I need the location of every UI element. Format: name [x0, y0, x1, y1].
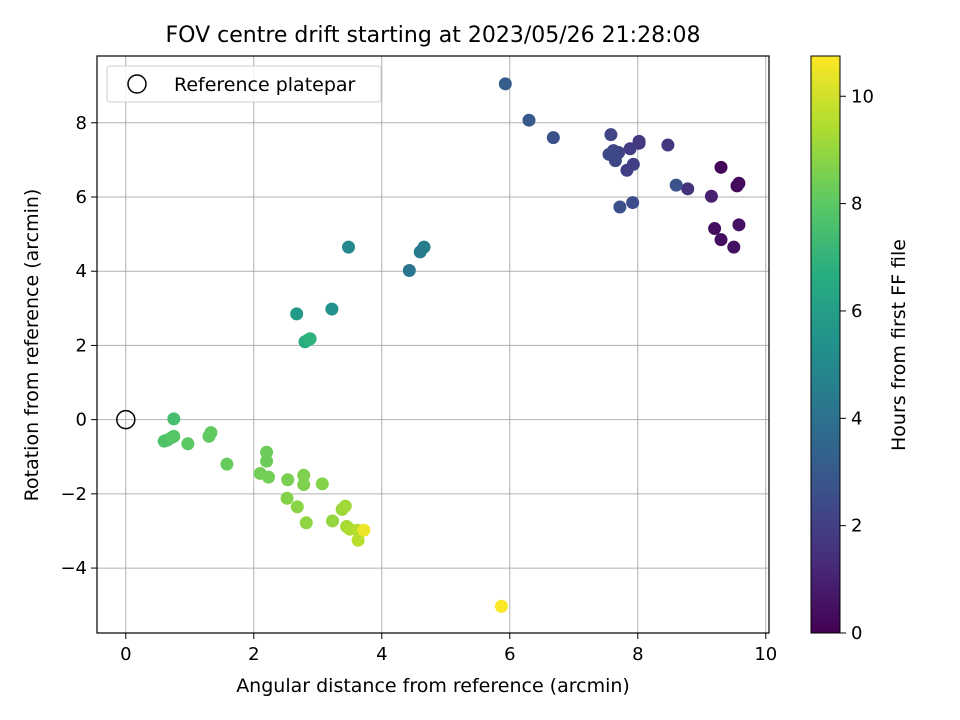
y-tick-label: 8 — [76, 113, 87, 134]
reference-platepar-marker — [116, 409, 136, 430]
scatter-point — [338, 499, 352, 513]
scatter-point — [260, 454, 274, 468]
scatter-point — [299, 516, 313, 530]
scatter-point — [325, 302, 339, 316]
colorbar-ticks: 0 2 4 6 8 10 — [840, 86, 874, 644]
scatter-point — [342, 240, 356, 254]
scatter-point — [714, 160, 728, 174]
scatter-point — [732, 176, 746, 190]
y-axis-label: Rotation from reference (arcmin) — [21, 189, 43, 502]
scatter-point — [498, 77, 512, 91]
scatter-point — [220, 457, 234, 471]
x-tick-label: 4 — [376, 644, 387, 665]
x-axis-label: Angular distance from reference (arcmin) — [236, 675, 630, 697]
scatter-point — [714, 233, 728, 247]
y-tick-label: 4 — [76, 261, 87, 282]
scatter-point — [732, 218, 746, 232]
scatter-point — [326, 514, 340, 528]
scatter-point — [315, 477, 329, 491]
scatter-point — [290, 500, 304, 514]
scatter-point — [297, 478, 311, 492]
scatter-point — [417, 240, 431, 254]
scatter-point — [727, 240, 741, 254]
scatter-point — [626, 196, 640, 210]
scatter-point — [546, 131, 560, 145]
legend-label: Reference platepar — [174, 74, 356, 96]
x-tick-label: 0 — [120, 644, 131, 665]
chart-title: FOV centre drift starting at 2023/05/26 … — [166, 23, 701, 48]
colorbar-tick-label: 10 — [851, 86, 874, 107]
scatter-point — [669, 178, 683, 192]
scatter-point — [351, 533, 365, 547]
scatter-point — [708, 222, 722, 236]
colorbar: 0 2 4 6 8 10 Hours from first FF file — [810, 55, 910, 644]
scatter-point — [280, 491, 294, 505]
scatter-point — [262, 470, 276, 484]
scatter-point — [681, 182, 695, 196]
scatter-point — [608, 154, 622, 168]
colorbar-tick-label: 6 — [851, 301, 862, 322]
scatter-point — [494, 599, 508, 613]
y-tick-label: 6 — [76, 187, 87, 208]
y-tick-label: 2 — [76, 335, 87, 356]
scatter-point — [357, 523, 371, 537]
scatter-point — [290, 307, 304, 321]
scatter-point — [522, 113, 536, 127]
scatter-point — [297, 468, 311, 482]
scatter-point — [260, 445, 274, 459]
scatter-point — [204, 426, 218, 440]
axis-ticks: 0 2 4 6 8 10 −4 −2 0 2 4 6 8 — [60, 113, 777, 665]
scatter-point — [704, 189, 718, 203]
legend-marker-open-circle — [127, 74, 147, 94]
y-tick-label: 0 — [76, 410, 87, 431]
legend: Reference platepar — [106, 65, 382, 103]
legend-box — [106, 65, 382, 103]
scatter-point — [620, 163, 634, 177]
scatter-point — [623, 142, 637, 156]
plot-frame — [96, 55, 770, 634]
scatter-points — [157, 77, 746, 613]
scatter-point — [281, 473, 295, 487]
scatter-point — [303, 332, 317, 346]
colorbar-tick-label: 0 — [851, 623, 862, 644]
scatter-point — [604, 128, 618, 142]
colorbar-label: Hours from first FF file — [888, 239, 910, 451]
y-tick-label: −4 — [60, 558, 87, 579]
x-tick-label: 6 — [504, 644, 515, 665]
x-tick-label: 2 — [248, 644, 259, 665]
scatter-point — [181, 437, 195, 451]
colorbar-tick-label: 2 — [851, 516, 862, 537]
scatter-point — [661, 138, 675, 152]
scatter-point — [632, 134, 646, 148]
y-tick-label: −2 — [60, 484, 87, 505]
x-tick-label: 10 — [754, 644, 777, 665]
colorbar-tick-label: 4 — [851, 408, 862, 429]
x-tick-label: 8 — [632, 644, 643, 665]
grid — [97, 56, 769, 633]
scatter-point — [167, 412, 181, 426]
colorbar-tick-label: 8 — [851, 194, 862, 215]
colorbar-gradient — [810, 55, 841, 634]
scatter-point — [402, 263, 416, 277]
scatter-point — [613, 200, 627, 214]
scatter-point — [167, 429, 181, 443]
